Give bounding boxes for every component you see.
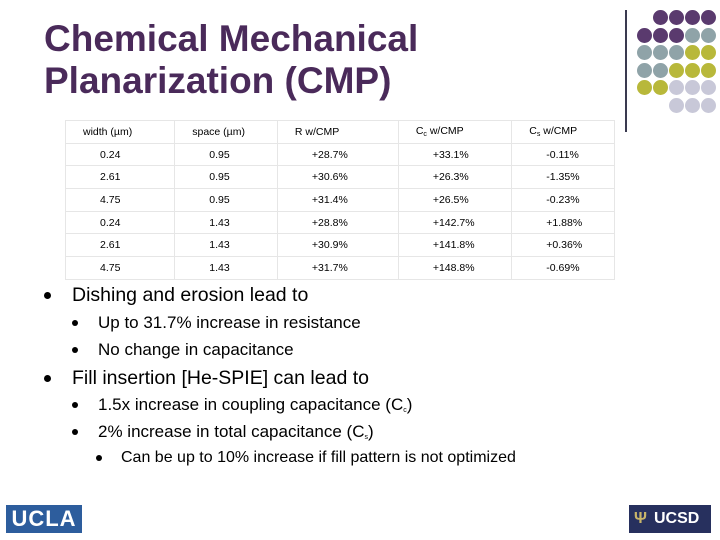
table-cell: +142.7% — [397, 210, 513, 235]
table-cell: +26.5% — [397, 188, 513, 212]
ucsd-logo: Ψ UCSD — [629, 505, 711, 533]
decorative-dot — [701, 27, 716, 43]
table-cell: +33.1% — [397, 142, 513, 167]
table-cell: +0.36% — [511, 233, 615, 258]
title-line-2: Planarization (CMP) — [44, 60, 392, 101]
decorative-dot-grid — [637, 10, 717, 120]
title-line-1: Chemical Mechanical — [44, 18, 419, 59]
decorative-dot — [701, 10, 716, 25]
table-cell: -0.69% — [511, 256, 615, 280]
decorative-dot — [637, 80, 652, 95]
table-row: 2.61 0.95 +30.6% +26.3% -1.35% — [64, 165, 615, 190]
decorative-dot — [669, 10, 684, 25]
decorative-dot — [669, 97, 684, 113]
table-cell: 4.75 — [64, 256, 176, 280]
decorative-dot — [669, 62, 684, 78]
table-cell: 0.95 — [174, 188, 278, 212]
trident-icon: Ψ — [634, 510, 647, 527]
slide-title: Chemical Mechanical Planarization (CMP) — [44, 18, 604, 102]
table-cell: 0.95 — [174, 142, 278, 167]
decorative-dot — [701, 80, 716, 95]
decorative-dot — [701, 97, 716, 113]
table-cell: +26.3% — [397, 165, 513, 190]
table-cell: +28.7% — [276, 142, 399, 167]
table-cell: +30.9% — [276, 233, 399, 258]
table-cell: 2.61 — [64, 165, 176, 190]
header-space: space (µm) — [174, 120, 278, 144]
bullet-dot — [72, 320, 78, 326]
table-row: 2.61 1.43 +30.9% +141.8% +0.36% — [64, 233, 615, 258]
decorative-dot — [685, 45, 700, 60]
table-cell: +1.88% — [511, 210, 615, 235]
bullet-dot — [44, 375, 51, 382]
decorative-dot — [653, 27, 668, 43]
table-row: 0.24 1.43 +28.8% +142.7% +1.88% — [64, 210, 615, 235]
table-cell: 1.43 — [174, 233, 278, 258]
decorative-dot — [637, 27, 652, 43]
bullet-dot — [96, 455, 102, 461]
table-cell: -0.11% — [511, 142, 615, 167]
bullet-dot — [72, 347, 78, 353]
bullet-dot — [72, 429, 78, 435]
decorative-dot — [701, 45, 716, 60]
table-cell: 0.95 — [174, 165, 278, 190]
decorative-dot — [653, 80, 668, 95]
decorative-dot — [685, 27, 700, 43]
table-cell: 0.24 — [64, 210, 176, 235]
table-cell: 4.75 — [64, 188, 176, 212]
decorative-dot — [637, 45, 652, 60]
table-cell: 1.43 — [174, 210, 278, 235]
table-row: 0.24 0.95 +28.7% +33.1% -0.11% — [64, 142, 615, 167]
table-cell: +31.7% — [276, 256, 399, 280]
table-cell: +148.8% — [397, 256, 513, 280]
table-cell: +28.8% — [276, 210, 399, 235]
decorative-dot — [637, 62, 652, 78]
decorative-dot — [685, 97, 700, 113]
table-cell: -0.23% — [511, 188, 615, 212]
table-row: 4.75 1.43 +31.7% +148.8% -0.69% — [64, 256, 615, 280]
bullet-dot — [72, 402, 78, 408]
decorative-dot — [653, 45, 668, 60]
decorative-dot — [701, 62, 716, 78]
table-cell: +30.6% — [276, 165, 399, 190]
table-cell: +31.4% — [276, 188, 399, 212]
table-cell: -1.35% — [511, 165, 615, 190]
table-cell: 0.24 — [64, 142, 176, 167]
header-width: width (µm) — [64, 120, 176, 144]
decorative-dot — [669, 27, 684, 43]
decorative-dot — [669, 80, 684, 95]
header-cs: Cs w/CMP — [511, 120, 615, 144]
bullet-dot — [44, 292, 51, 299]
header-r: R w/CMP — [276, 120, 399, 144]
table-header-row: width (µm) space (µm) R w/CMP Cc w/CMP C… — [64, 120, 615, 144]
table-cell: +141.8% — [397, 233, 513, 258]
cmp-results-table: width (µm) space (µm) R w/CMP Cc w/CMP C… — [64, 120, 615, 280]
table-body: 0.24 0.95 +28.7% +33.1% -0.11% 2.61 0.95 +30.6%… — [64, 142, 615, 280]
decorative-dot — [685, 10, 700, 25]
decorative-dot — [653, 62, 668, 78]
decorative-divider — [625, 10, 627, 132]
table-row: 4.75 0.95 +31.4% +26.5% -0.23% — [64, 188, 615, 212]
decorative-dot — [669, 45, 684, 60]
table-cell: 1.43 — [174, 256, 278, 280]
decorative-dot — [685, 62, 700, 78]
ucla-logo: UCLA — [6, 505, 82, 533]
decorative-dot — [685, 80, 700, 95]
table-cell: 2.61 — [64, 233, 176, 258]
header-cc: Cc w/CMP — [397, 120, 513, 144]
decorative-dot — [653, 10, 668, 25]
